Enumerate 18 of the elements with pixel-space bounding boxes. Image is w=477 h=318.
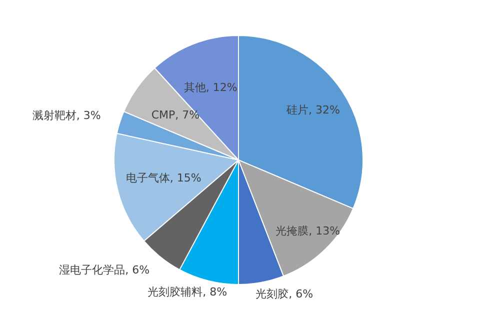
- data-label: , 32%: [308, 103, 340, 116]
- slice-label: 硅片: [286, 103, 309, 116]
- data-label: , 7%: [175, 108, 200, 122]
- slice-label: CMP: [151, 108, 176, 122]
- slice-label: 光刻胶: [256, 287, 289, 300]
- data-label: , 12%: [206, 80, 238, 94]
- data-label: , 6%: [288, 287, 314, 300]
- data-label: , 3%: [76, 109, 101, 122]
- data-label: , 6%: [125, 263, 150, 276]
- slice-label: 溅射靶材: [32, 109, 76, 122]
- slice-label: 其他: [184, 80, 206, 94]
- data-label: , 8%: [202, 286, 228, 299]
- slice-label: 电子气体: [126, 172, 170, 185]
- slice-label: 光刻胶辅料: [148, 286, 203, 299]
- slice-label: 湿电子化学品: [59, 263, 126, 276]
- slice-label: 光掩膜: [276, 224, 309, 238]
- data-label: , 13%: [308, 224, 340, 238]
- data-label: , 15%: [170, 172, 202, 185]
